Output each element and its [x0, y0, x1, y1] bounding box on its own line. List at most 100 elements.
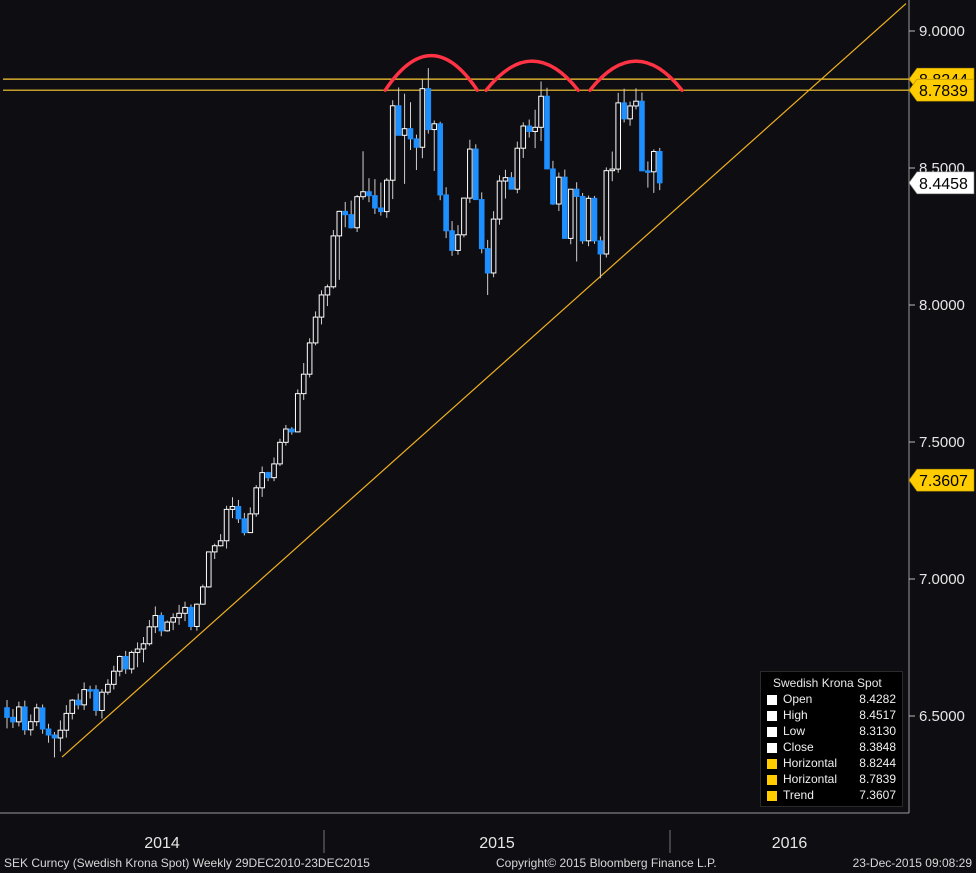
legend-value: 7.3607 [859, 788, 896, 802]
candle-down [289, 428, 295, 433]
candle-down [51, 734, 58, 739]
candle-up [336, 210, 343, 237]
candle-up [603, 170, 610, 255]
candle-up [134, 648, 141, 653]
price-tag-box [908, 468, 975, 492]
candle-up [277, 441, 283, 465]
legend-entry-low: Low 8.3130 [767, 724, 899, 740]
legend-label: High [783, 708, 808, 722]
candle-up [57, 729, 64, 739]
candle-down [93, 689, 99, 711]
candle-up [490, 218, 497, 274]
study-lines [3, 3, 912, 758]
candle-up [431, 123, 438, 131]
candle-down [378, 207, 384, 213]
candle-up [170, 617, 176, 623]
candle-down [342, 210, 349, 216]
candle-up [253, 487, 260, 515]
candle-up [514, 147, 521, 190]
candle-down [597, 240, 604, 255]
legend-label: Open [783, 692, 813, 706]
candle-up [164, 621, 171, 632]
candle-up [502, 177, 509, 182]
candle-up [182, 606, 188, 614]
candle-down [591, 197, 598, 242]
x-axis-ticks: 2014 2015 2016 [144, 830, 807, 853]
candle-up [627, 105, 633, 120]
legend-swatch [767, 775, 777, 785]
candle-down [39, 707, 46, 730]
legend-label: Trend [783, 788, 814, 802]
candle-down [22, 706, 28, 731]
legend-label: Low [783, 724, 806, 738]
candle-up [223, 508, 230, 542]
candle-up [259, 472, 265, 489]
pattern-arc [383, 53, 480, 92]
pattern-arc [484, 59, 580, 92]
candle-down [544, 95, 550, 170]
legend-label: Horizontal [783, 772, 838, 786]
candle-up [205, 551, 212, 588]
candle-up [306, 342, 313, 375]
legend-swatch [767, 695, 777, 705]
candle-up [69, 699, 76, 714]
legend-entry-high: High 8.4517 [767, 708, 899, 724]
candle-down [4, 707, 10, 718]
candle-up [318, 294, 325, 318]
candle-up [496, 180, 503, 220]
candle-down [188, 606, 194, 627]
candle-up [217, 540, 224, 547]
legend-label: Horizontal [783, 756, 838, 770]
price-tag-label: 8.4458 [919, 176, 968, 193]
candle-up [152, 615, 159, 628]
candle-up [211, 545, 218, 553]
candle-up [271, 463, 277, 479]
legend-title: Swedish Krona Spot [773, 676, 882, 690]
price-tag-label: 8.7839 [919, 83, 968, 100]
pattern-arcs [383, 53, 684, 92]
legend-swatch [767, 743, 777, 753]
candle-down [621, 102, 627, 120]
candle-down [158, 615, 165, 632]
candle-up [324, 286, 331, 296]
candle-down [645, 170, 651, 173]
legend-swatch [767, 791, 777, 801]
candle-up [116, 655, 123, 672]
candle-down [122, 655, 129, 670]
candle-down [10, 716, 16, 723]
footer-copyright: Copyright© 2015 Bloomberg Finance L.P. [496, 856, 717, 870]
legend-swatch [767, 759, 777, 769]
y-tick-label: 9.0000 [919, 23, 965, 40]
candle-down [235, 505, 242, 520]
candle-up [585, 197, 592, 242]
candle-down [45, 728, 52, 736]
candle-up [360, 191, 366, 198]
chart-legend: Swedish Krona Spot Open 8.4282 High 8.45… [760, 671, 903, 807]
legend-label: Close [783, 740, 814, 754]
candles [4, 68, 663, 758]
candle-up [146, 626, 153, 645]
candle-up [538, 95, 544, 128]
candle-up [111, 670, 117, 685]
y-tick-label: 7.0000 [919, 571, 965, 588]
candle-down [413, 138, 420, 148]
candle-down [437, 123, 443, 196]
legend-value: 8.8244 [859, 756, 896, 770]
candle-up [283, 428, 289, 443]
legend-value: 8.3130 [859, 724, 896, 738]
candle-up [556, 176, 562, 205]
candle-down [443, 194, 449, 232]
candle-down [573, 188, 580, 197]
legend-entry-horizontal-1: Horizontal 8.8244 [767, 756, 899, 772]
price-tag-label: 7.3607 [919, 473, 968, 490]
trend-line [61, 3, 907, 758]
candle-up [229, 505, 236, 510]
candle-up [467, 148, 473, 199]
candle-up [200, 586, 206, 605]
candle-up [312, 316, 319, 344]
candle-down [241, 518, 248, 534]
footer-security-info: SEK Curncy (Swedish Krona Spot) Weekly 2… [4, 856, 370, 870]
candle-down [484, 248, 491, 274]
legend-swatch [767, 711, 777, 721]
